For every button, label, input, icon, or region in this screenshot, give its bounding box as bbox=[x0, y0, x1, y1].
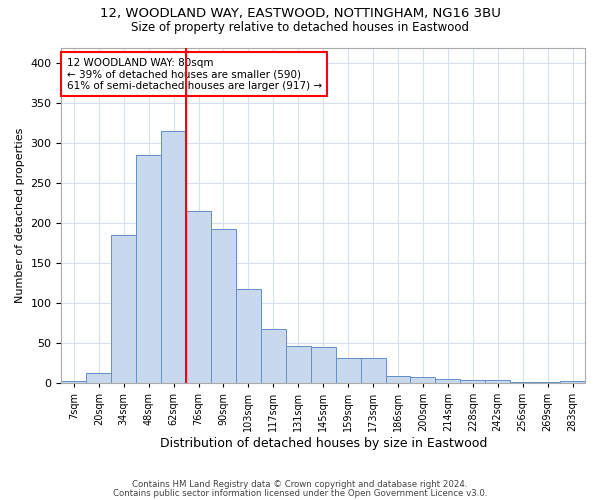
Bar bbox=[186, 212, 211, 383]
Bar bbox=[211, 229, 236, 383]
Bar bbox=[136, 156, 161, 383]
Bar bbox=[510, 382, 535, 383]
Bar bbox=[485, 380, 510, 383]
Bar bbox=[361, 358, 386, 383]
Bar bbox=[335, 358, 361, 383]
Bar bbox=[560, 382, 585, 383]
Text: Contains public sector information licensed under the Open Government Licence v3: Contains public sector information licen… bbox=[113, 488, 487, 498]
Text: 12, WOODLAND WAY, EASTWOOD, NOTTINGHAM, NG16 3BU: 12, WOODLAND WAY, EASTWOOD, NOTTINGHAM, … bbox=[100, 8, 500, 20]
Text: Size of property relative to detached houses in Eastwood: Size of property relative to detached ho… bbox=[131, 21, 469, 34]
Bar bbox=[236, 289, 261, 383]
Bar bbox=[410, 378, 436, 383]
Bar bbox=[61, 382, 86, 383]
Bar bbox=[161, 132, 186, 383]
Bar bbox=[436, 379, 460, 383]
Y-axis label: Number of detached properties: Number of detached properties bbox=[15, 128, 25, 303]
Bar bbox=[311, 347, 335, 383]
Bar bbox=[261, 328, 286, 383]
Bar bbox=[86, 372, 111, 383]
X-axis label: Distribution of detached houses by size in Eastwood: Distribution of detached houses by size … bbox=[160, 437, 487, 450]
Bar bbox=[535, 382, 560, 383]
Text: 12 WOODLAND WAY: 80sqm
← 39% of detached houses are smaller (590)
61% of semi-de: 12 WOODLAND WAY: 80sqm ← 39% of detached… bbox=[67, 58, 322, 91]
Bar bbox=[460, 380, 485, 383]
Text: Contains HM Land Registry data © Crown copyright and database right 2024.: Contains HM Land Registry data © Crown c… bbox=[132, 480, 468, 489]
Bar bbox=[386, 376, 410, 383]
Bar bbox=[286, 346, 311, 383]
Bar bbox=[111, 235, 136, 383]
